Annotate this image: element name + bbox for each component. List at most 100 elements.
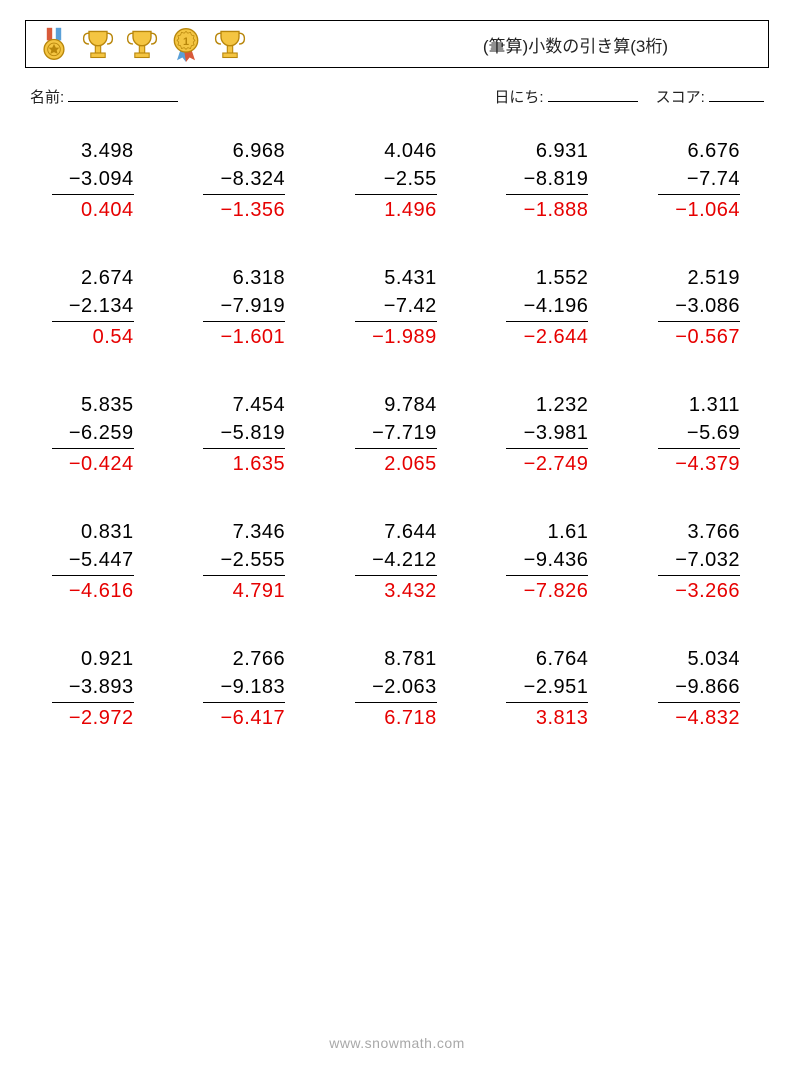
subtrahend: −5.69: [687, 419, 740, 447]
subtrahend: −3.981: [524, 419, 589, 447]
medal-icon: [36, 26, 72, 62]
date-field: 日にち:: [494, 86, 637, 107]
score-field: スコア:: [656, 86, 764, 107]
subtrahend: −6.259: [69, 419, 134, 447]
problem: 2.766−9.183 −6.417: [170, 645, 322, 732]
subtrahend: −7.74: [687, 165, 740, 193]
rule-line: [506, 575, 588, 576]
answer: −4.379: [675, 450, 740, 478]
problem: 0.831−5.447−4.616: [18, 518, 170, 605]
answer: −7.826: [524, 577, 589, 605]
problem: 1.552−4.196−2.644: [473, 264, 625, 351]
answer: −4.832: [675, 704, 740, 732]
subtrahend: −9.183: [220, 673, 285, 701]
answer: −2.972: [69, 704, 134, 732]
minuend: 6.764: [536, 645, 589, 673]
rule-line: [658, 194, 740, 195]
minuend: 3.766: [687, 518, 740, 546]
rule-line: [506, 702, 588, 703]
header-box: 1 (筆算)小数の引き算(3桁): [25, 20, 769, 68]
subtrahend: −3.094: [69, 165, 134, 193]
minuend: 2.519: [687, 264, 740, 292]
subtrahend: −4.212: [372, 546, 437, 574]
minuend: 5.835: [81, 391, 134, 419]
footer: www.snowmath.com: [0, 1035, 794, 1053]
rule-line: [355, 575, 437, 576]
minuend: 0.831: [81, 518, 134, 546]
subtrahend: −2.55: [384, 165, 437, 193]
answer: 1.635: [233, 450, 286, 478]
answer: −1.356: [220, 196, 285, 224]
problem: 3.766−7.032 −3.266: [624, 518, 776, 605]
score-blank[interactable]: [709, 87, 764, 102]
problem: 4.046−2.551.496: [321, 137, 473, 224]
rule-line: [52, 194, 134, 195]
rule-line: [203, 321, 285, 322]
problem: 5.034−9.866−4.832: [624, 645, 776, 732]
rule-line: [355, 702, 437, 703]
problem: 5.431−7.42 −1.989: [321, 264, 473, 351]
answer: −6.417: [220, 704, 285, 732]
problem: 2.519−3.086 −0.567: [624, 264, 776, 351]
problem: 1.232−3.981 −2.749: [473, 391, 625, 478]
subtrahend: −2.063: [372, 673, 437, 701]
rule-line: [52, 702, 134, 703]
problem: 3.498−3.0940.404: [18, 137, 170, 224]
problem: 2.674−2.1340.54: [18, 264, 170, 351]
date-blank[interactable]: [548, 87, 638, 102]
rule-line: [506, 194, 588, 195]
problem: 7.454−5.819 1.635: [170, 391, 322, 478]
problem: 1.311−5.69−4.379: [624, 391, 776, 478]
minuend: 1.61: [547, 518, 588, 546]
answer: 0.404: [81, 196, 134, 224]
answer: −0.567: [675, 323, 740, 351]
rule-line: [203, 448, 285, 449]
subtrahend: −7.42: [384, 292, 437, 320]
rule-line: [355, 194, 437, 195]
rule-line: [203, 575, 285, 576]
minuend: 7.346: [233, 518, 286, 546]
subtrahend: −3.086: [675, 292, 740, 320]
rule-line: [658, 321, 740, 322]
minuend: 7.454: [233, 391, 286, 419]
subtrahend: −9.436: [524, 546, 589, 574]
subtrahend: −7.919: [220, 292, 285, 320]
problem: 1.61−9.436 −7.826: [473, 518, 625, 605]
problem: 9.784−7.7192.065: [321, 391, 473, 478]
subtrahend: −7.032: [675, 546, 740, 574]
date-label: 日にち:: [494, 89, 543, 106]
answer: 0.54: [93, 323, 134, 351]
answer: −1.989: [372, 323, 437, 351]
worksheet-title: (筆算)小数の引き算(3桁): [483, 32, 668, 57]
minuend: 5.431: [384, 264, 437, 292]
trophy-icon: [124, 26, 160, 62]
minuend: 2.766: [233, 645, 286, 673]
subtrahend: −9.866: [675, 673, 740, 701]
rule-line: [203, 194, 285, 195]
problem: 6.968−8.324−1.356: [170, 137, 322, 224]
minuend: 1.552: [536, 264, 589, 292]
subtrahend: −2.951: [524, 673, 589, 701]
rule-line: [203, 702, 285, 703]
problem: 7.346−2.5554.791: [170, 518, 322, 605]
name-blank[interactable]: [68, 87, 178, 102]
subtrahend: −5.819: [220, 419, 285, 447]
answer: −0.424: [69, 450, 134, 478]
answer: 6.718: [384, 704, 437, 732]
answer: −2.749: [524, 450, 589, 478]
answer: 2.065: [384, 450, 437, 478]
answer: −2.644: [524, 323, 589, 351]
problem: 6.764−2.9513.813: [473, 645, 625, 732]
answer: −4.616: [69, 577, 134, 605]
footer-url: www.snowmath.com: [329, 1035, 465, 1051]
answer: −1.064: [675, 196, 740, 224]
problem: 8.781−2.0636.718: [321, 645, 473, 732]
minuend: 1.232: [536, 391, 589, 419]
minuend: 9.784: [384, 391, 437, 419]
trophy-icon: [212, 26, 248, 62]
answer: −3.266: [675, 577, 740, 605]
name-label: 名前:: [30, 89, 64, 106]
problem: 7.644−4.2123.432: [321, 518, 473, 605]
rule-line: [506, 321, 588, 322]
rule-line: [658, 448, 740, 449]
